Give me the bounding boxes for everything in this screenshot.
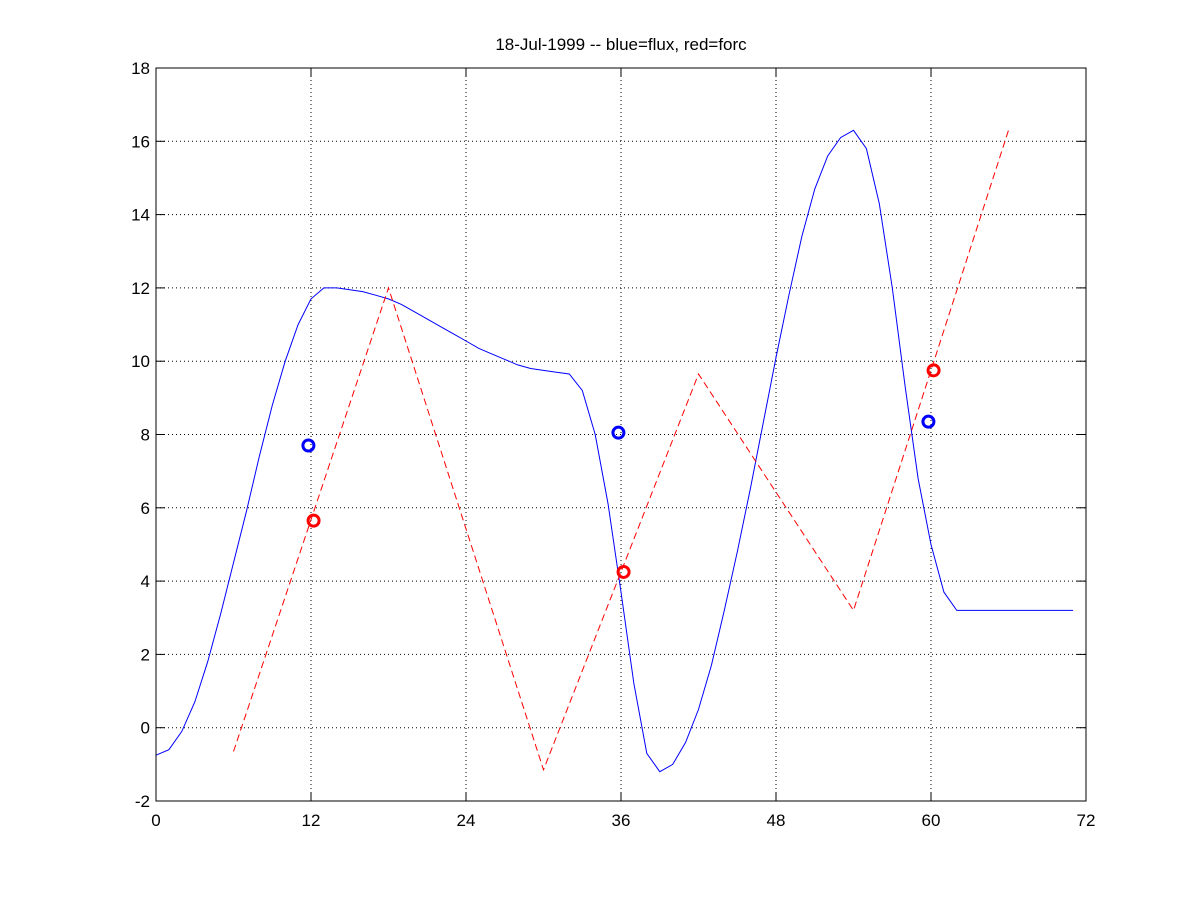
y-tick-label: 10	[131, 352, 150, 371]
x-tick-label: 12	[302, 811, 321, 830]
forc-marker	[616, 564, 631, 579]
y-tick-label: 2	[141, 645, 150, 664]
ticks	[155, 67, 1087, 802]
x-tick-label: 36	[612, 811, 631, 830]
y-tick-label: 18	[131, 59, 150, 78]
x-tick-label: 72	[1077, 811, 1096, 830]
y-tick-label: 8	[141, 426, 150, 445]
forc-marker	[306, 513, 321, 528]
y-tick-label: 6	[141, 499, 150, 518]
series-layer	[155, 129, 1074, 773]
marker-layer	[301, 363, 941, 579]
flux-marker	[301, 438, 316, 453]
flux-marker	[921, 414, 936, 429]
x-tick-label: 24	[457, 811, 476, 830]
forc-marker	[926, 363, 941, 378]
y-tick-label: 14	[131, 206, 150, 225]
y-tick-label: -2	[135, 792, 150, 811]
chart-title: 18-Jul-1999 -- blue=flux, red=forc	[495, 35, 747, 54]
flux-marker	[611, 425, 626, 440]
forc-line	[233, 130, 1009, 772]
x-tick-label: 0	[151, 811, 160, 830]
y-tick-label: 16	[131, 132, 150, 151]
y-tick-label: 0	[141, 719, 150, 738]
x-tick-label: 60	[922, 811, 941, 830]
y-tick-label: 4	[141, 572, 150, 591]
grid	[156, 68, 1086, 801]
y-tick-label: 12	[131, 279, 150, 298]
x-tick-label: 48	[767, 811, 786, 830]
flux-line	[155, 129, 1074, 773]
